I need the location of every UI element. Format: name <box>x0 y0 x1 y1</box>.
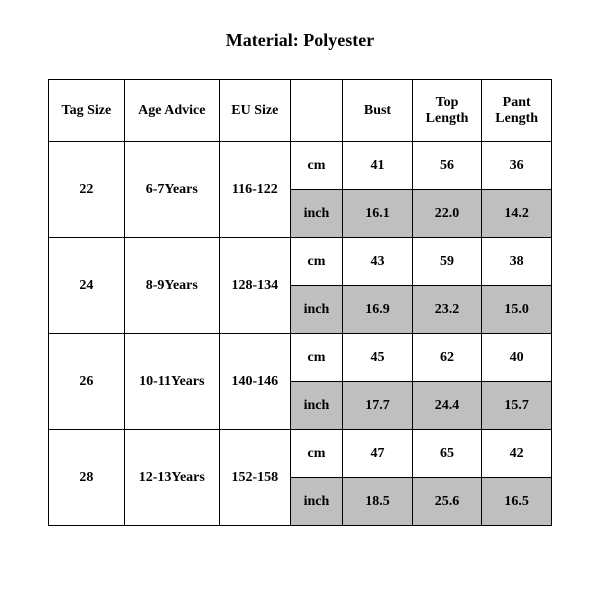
table-body: 22 6-7Years 116-122 cm 41 56 36 inch 16.… <box>49 142 552 526</box>
cell-bust-inch: 17.7 <box>343 382 413 430</box>
cell-pant-cm: 38 <box>482 238 552 286</box>
cell-bust-cm: 47 <box>343 430 413 478</box>
cell-age-advice: 8-9Years <box>124 238 219 334</box>
col-age-advice: Age Advice <box>124 80 219 142</box>
cell-eu-size: 116-122 <box>219 142 290 238</box>
col-eu-size: EU Size <box>219 80 290 142</box>
cell-bust-cm: 43 <box>343 238 413 286</box>
cell-top-cm: 65 <box>412 430 482 478</box>
cell-unit-cm: cm <box>290 334 342 382</box>
cell-tag-size: 24 <box>49 238 125 334</box>
cell-bust-inch: 18.5 <box>343 478 413 526</box>
table-row: 24 8-9Years 128-134 cm 43 59 38 <box>49 238 552 286</box>
table-header-row: Tag Size Age Advice EU Size Bust Top Len… <box>49 80 552 142</box>
cell-bust-cm: 45 <box>343 334 413 382</box>
cell-age-advice: 6-7Years <box>124 142 219 238</box>
cell-pant-cm: 40 <box>482 334 552 382</box>
cell-eu-size: 152-158 <box>219 430 290 526</box>
cell-top-inch: 23.2 <box>412 286 482 334</box>
cell-unit-inch: inch <box>290 478 342 526</box>
table-row: 26 10-11Years 140-146 cm 45 62 40 <box>49 334 552 382</box>
table-row: 28 12-13Years 152-158 cm 47 65 42 <box>49 430 552 478</box>
cell-top-cm: 62 <box>412 334 482 382</box>
cell-tag-size: 22 <box>49 142 125 238</box>
cell-unit-inch: inch <box>290 190 342 238</box>
col-top-length: Top Length <box>412 80 482 142</box>
cell-top-cm: 56 <box>412 142 482 190</box>
page: Material: Polyester Tag Size Age Advice … <box>0 0 600 546</box>
cell-top-cm: 59 <box>412 238 482 286</box>
cell-unit-inch: inch <box>290 286 342 334</box>
cell-unit-inch: inch <box>290 382 342 430</box>
cell-bust-cm: 41 <box>343 142 413 190</box>
cell-pant-cm: 42 <box>482 430 552 478</box>
cell-bust-inch: 16.1 <box>343 190 413 238</box>
cell-tag-size: 26 <box>49 334 125 430</box>
cell-eu-size: 128-134 <box>219 238 290 334</box>
cell-pant-inch: 16.5 <box>482 478 552 526</box>
col-tag-size: Tag Size <box>49 80 125 142</box>
cell-age-advice: 12-13Years <box>124 430 219 526</box>
cell-pant-cm: 36 <box>482 142 552 190</box>
cell-unit-cm: cm <box>290 142 342 190</box>
col-pant-length: Pant Length <box>482 80 552 142</box>
cell-top-inch: 24.4 <box>412 382 482 430</box>
size-table: Tag Size Age Advice EU Size Bust Top Len… <box>48 79 552 526</box>
col-bust: Bust <box>343 80 413 142</box>
cell-top-inch: 22.0 <box>412 190 482 238</box>
table-row: 22 6-7Years 116-122 cm 41 56 36 <box>49 142 552 190</box>
cell-pant-inch: 14.2 <box>482 190 552 238</box>
cell-bust-inch: 16.9 <box>343 286 413 334</box>
cell-top-inch: 25.6 <box>412 478 482 526</box>
cell-pant-inch: 15.7 <box>482 382 552 430</box>
page-title: Material: Polyester <box>48 30 552 51</box>
cell-unit-cm: cm <box>290 238 342 286</box>
cell-age-advice: 10-11Years <box>124 334 219 430</box>
col-unit <box>290 80 342 142</box>
cell-eu-size: 140-146 <box>219 334 290 430</box>
cell-unit-cm: cm <box>290 430 342 478</box>
cell-pant-inch: 15.0 <box>482 286 552 334</box>
cell-tag-size: 28 <box>49 430 125 526</box>
